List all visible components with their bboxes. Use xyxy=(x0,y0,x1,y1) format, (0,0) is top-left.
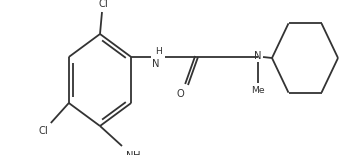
Text: Cl: Cl xyxy=(98,0,108,9)
Text: N: N xyxy=(254,51,262,61)
Text: N: N xyxy=(152,59,160,69)
Text: Me: Me xyxy=(251,86,265,95)
Text: O: O xyxy=(176,89,184,99)
Text: NH$_2$: NH$_2$ xyxy=(125,149,146,155)
Text: Cl: Cl xyxy=(38,126,48,136)
Text: H: H xyxy=(155,47,162,56)
